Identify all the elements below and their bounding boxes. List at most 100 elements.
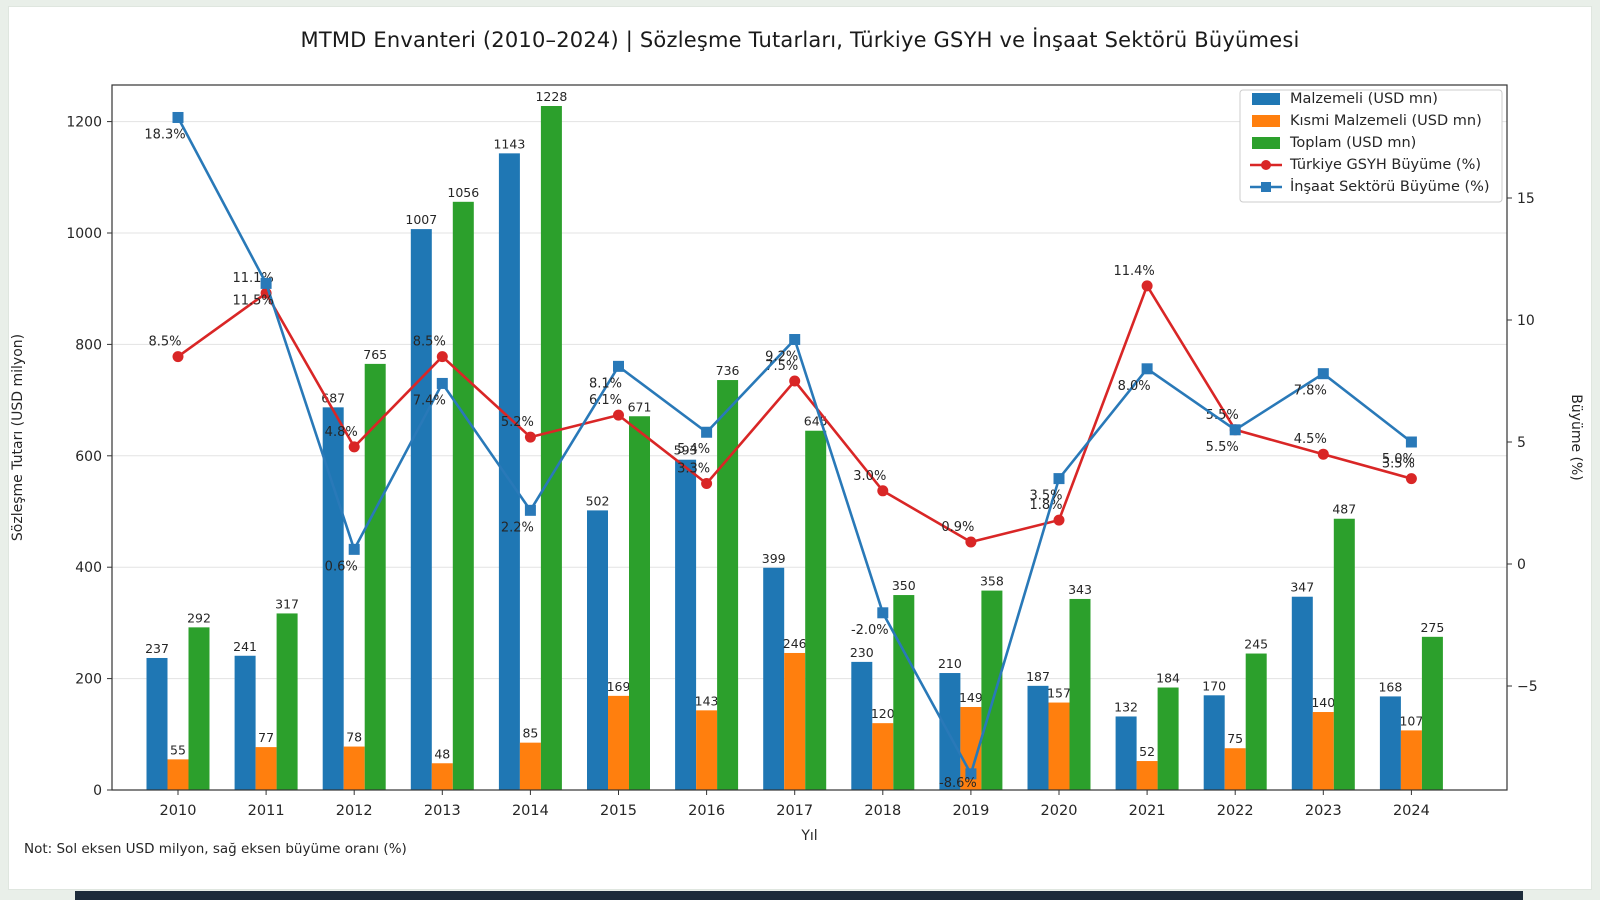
bar-2020 [1048, 702, 1070, 790]
line-insaat: 18.3% 11.5% 0.6% 7.4% 2.2% 8.1% 5.4% 9.2% -2.0% -… [144, 111, 1417, 791]
gsyh-marker-2015 [613, 409, 624, 421]
bar-2015 [629, 416, 650, 790]
svg-text:2016: 2016 [688, 803, 725, 819]
gsyh-marker-2017 [789, 375, 801, 387]
svg-text:0.6%: 0.6% [325, 559, 358, 574]
svg-text:210: 210 [938, 656, 962, 671]
svg-text:7.4%: 7.4% [413, 393, 446, 408]
svg-text:487: 487 [1332, 502, 1356, 517]
bar-2022 [1203, 695, 1225, 790]
line-gsyh: 8.5%11.1%4.8%8.5%5.2%6.1%3.3%7.5%3.0%0.9… [148, 264, 1417, 548]
y-axis-left: 0 200 400 600 800 1000 1200 [66, 115, 112, 799]
gsyh-marker-2010 [172, 351, 184, 363]
insaat-marker-2018 [877, 607, 889, 619]
svg-text:4.8%: 4.8% [325, 425, 358, 440]
bar-2011 [234, 655, 256, 790]
svg-text:15: 15 [1517, 191, 1535, 207]
svg-text:132: 132 [1114, 699, 1138, 714]
bar-2018 [872, 723, 894, 790]
svg-text:1007: 1007 [405, 212, 437, 227]
chart-title: MTMD Envanteri (2010–2024) | Sözleşme Tu… [300, 28, 1300, 52]
svg-text:55: 55 [170, 742, 186, 757]
svg-text:77: 77 [258, 730, 274, 745]
svg-text:2012: 2012 [336, 803, 373, 819]
svg-text:593: 593 [674, 443, 698, 458]
insaat-marker-2015 [613, 360, 624, 372]
svg-text:187: 187 [1026, 669, 1050, 684]
bar-2018 [893, 595, 915, 790]
gsyh-marker-2016 [701, 477, 713, 489]
svg-text:-2.0%: -2.0% [851, 623, 889, 638]
svg-text:765: 765 [363, 347, 387, 362]
legend-item: Malzemeli (USD mn) [1252, 91, 1438, 107]
svg-text:237: 237 [145, 641, 169, 656]
legend-item: Toplam (USD mn) [1252, 135, 1416, 151]
bar-2019 [939, 673, 961, 790]
bar-2021 [1157, 687, 1179, 790]
bar-2010 [188, 627, 210, 790]
svg-text:2022: 2022 [1217, 803, 1254, 819]
svg-text:2014: 2014 [512, 803, 549, 819]
svg-text:168: 168 [1378, 679, 1402, 694]
bar-2019 [981, 590, 1003, 790]
svg-text:107: 107 [1399, 713, 1423, 728]
insaat-marker-2016 [701, 426, 713, 438]
svg-text:184: 184 [1156, 671, 1180, 686]
svg-text:7.8%: 7.8% [1294, 384, 1327, 399]
svg-text:120: 120 [871, 706, 895, 721]
svg-text:2013: 2013 [424, 803, 461, 819]
bar-2012 [364, 363, 386, 790]
bar-2014 [540, 106, 562, 790]
bar-2020 [1069, 598, 1091, 790]
gsyh-marker-2014 [524, 431, 536, 443]
legend-swatch [1252, 93, 1280, 105]
gsyh-marker-2019 [965, 536, 977, 548]
svg-text:350: 350 [892, 578, 916, 593]
bar-2024 [1421, 636, 1443, 790]
legend-item: Kısmi Malzemeli (USD mn) [1252, 113, 1482, 129]
bar-2014 [519, 742, 541, 790]
svg-text:85: 85 [522, 726, 538, 741]
svg-text:2023: 2023 [1305, 803, 1342, 819]
svg-text:5.5%: 5.5% [1206, 408, 1239, 423]
bar-2016 [675, 459, 697, 790]
bar-2018 [851, 661, 873, 790]
svg-text:2011: 2011 [248, 803, 285, 819]
bars-malzemeli: 237 2416871007114350259339923021018713217… [145, 136, 1402, 790]
insaat-marker-2012 [348, 543, 360, 555]
insaat-marker-2020 [1053, 473, 1065, 485]
legend-label: İnşaat Sektörü Büyüme (%) [1290, 177, 1490, 195]
svg-text:10: 10 [1517, 313, 1535, 329]
bar-2013 [410, 229, 432, 790]
svg-text:347: 347 [1290, 580, 1314, 595]
legend-label: Kısmi Malzemeli (USD mn) [1290, 113, 1482, 129]
svg-text:1200: 1200 [66, 115, 102, 131]
svg-text:2018: 2018 [864, 803, 901, 819]
svg-text:8.5%: 8.5% [413, 335, 446, 350]
insaat-marker-2010 [172, 111, 184, 123]
svg-text:8.1%: 8.1% [589, 376, 622, 391]
svg-text:0.9%: 0.9% [941, 520, 974, 535]
bar-2021 [1115, 716, 1137, 790]
svg-text:2010: 2010 [160, 803, 197, 819]
window-bottom-strip [75, 891, 1523, 900]
svg-text:1056: 1056 [447, 185, 479, 200]
svg-text:140: 140 [1311, 695, 1335, 710]
svg-text:48: 48 [434, 746, 450, 761]
svg-text:671: 671 [628, 399, 652, 414]
svg-text:149: 149 [959, 690, 983, 705]
bar-2016 [696, 710, 718, 790]
svg-text:2.2%: 2.2% [501, 520, 534, 535]
insaat-marker-2022 [1229, 424, 1241, 436]
x-axis-label: Yıl [800, 828, 817, 844]
svg-text:246: 246 [783, 636, 807, 651]
gsyh-marker-2020 [1053, 514, 1065, 526]
bar-2024 [1379, 696, 1401, 790]
svg-text:3.0%: 3.0% [853, 469, 886, 484]
svg-text:4.5%: 4.5% [1294, 432, 1327, 447]
svg-text:317: 317 [275, 596, 299, 611]
svg-text:5.0%: 5.0% [1382, 452, 1415, 467]
svg-text:2019: 2019 [952, 803, 989, 819]
